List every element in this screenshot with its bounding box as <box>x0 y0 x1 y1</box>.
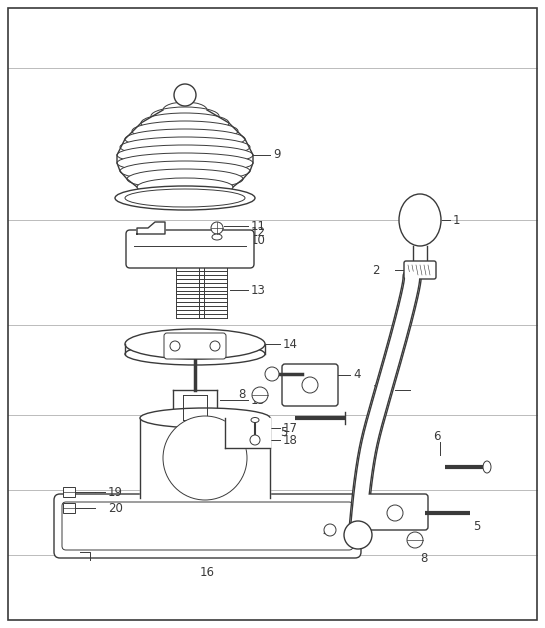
Ellipse shape <box>117 153 253 173</box>
Text: 6: 6 <box>433 431 441 443</box>
Ellipse shape <box>151 107 219 125</box>
Circle shape <box>211 222 223 234</box>
Ellipse shape <box>115 186 255 210</box>
Ellipse shape <box>120 137 250 157</box>
Text: 3: 3 <box>373 384 380 396</box>
Ellipse shape <box>251 418 259 423</box>
FancyBboxPatch shape <box>404 261 436 279</box>
FancyBboxPatch shape <box>164 333 226 359</box>
FancyBboxPatch shape <box>54 494 361 558</box>
Ellipse shape <box>212 234 222 240</box>
Circle shape <box>163 416 247 500</box>
Text: 5: 5 <box>473 521 480 534</box>
Circle shape <box>387 505 403 521</box>
Circle shape <box>302 377 318 393</box>
Text: 13: 13 <box>251 283 266 296</box>
Ellipse shape <box>125 329 265 359</box>
Ellipse shape <box>399 194 441 246</box>
Text: 11: 11 <box>251 220 266 232</box>
Text: 4: 4 <box>323 526 330 539</box>
Circle shape <box>344 521 372 549</box>
Circle shape <box>170 341 180 351</box>
Text: 14: 14 <box>283 337 298 350</box>
Ellipse shape <box>140 408 270 428</box>
Text: 4: 4 <box>353 369 360 381</box>
Text: 5: 5 <box>280 426 287 440</box>
Text: 16: 16 <box>200 565 215 578</box>
Circle shape <box>210 341 220 351</box>
FancyBboxPatch shape <box>282 364 338 406</box>
FancyBboxPatch shape <box>63 487 75 497</box>
Circle shape <box>174 84 196 106</box>
Text: 17: 17 <box>283 421 298 435</box>
Text: 7: 7 <box>306 367 313 381</box>
Polygon shape <box>137 222 165 234</box>
Text: 10: 10 <box>251 234 266 247</box>
Text: 9: 9 <box>273 148 281 161</box>
Text: 19: 19 <box>108 485 123 499</box>
Text: 1: 1 <box>453 214 461 227</box>
Text: 20: 20 <box>108 502 123 514</box>
Text: 8: 8 <box>420 551 427 565</box>
Ellipse shape <box>163 102 207 118</box>
Ellipse shape <box>120 161 250 181</box>
Circle shape <box>407 532 423 548</box>
Text: 12: 12 <box>251 227 266 239</box>
Polygon shape <box>225 418 270 448</box>
Ellipse shape <box>137 178 233 196</box>
Polygon shape <box>140 418 270 498</box>
Ellipse shape <box>127 169 243 189</box>
Circle shape <box>324 524 336 536</box>
Circle shape <box>250 435 260 445</box>
Text: 2: 2 <box>372 264 380 276</box>
Text: 8: 8 <box>238 389 245 401</box>
Ellipse shape <box>125 129 245 149</box>
FancyBboxPatch shape <box>63 503 75 513</box>
Ellipse shape <box>141 113 229 133</box>
Ellipse shape <box>483 461 491 473</box>
Circle shape <box>252 387 268 403</box>
Text: 18: 18 <box>283 433 298 447</box>
Ellipse shape <box>140 488 270 508</box>
Text: 15: 15 <box>251 394 266 406</box>
Ellipse shape <box>125 343 265 365</box>
Ellipse shape <box>132 121 238 141</box>
FancyBboxPatch shape <box>362 494 428 530</box>
FancyBboxPatch shape <box>126 230 254 268</box>
Circle shape <box>265 367 279 381</box>
Ellipse shape <box>117 145 253 165</box>
